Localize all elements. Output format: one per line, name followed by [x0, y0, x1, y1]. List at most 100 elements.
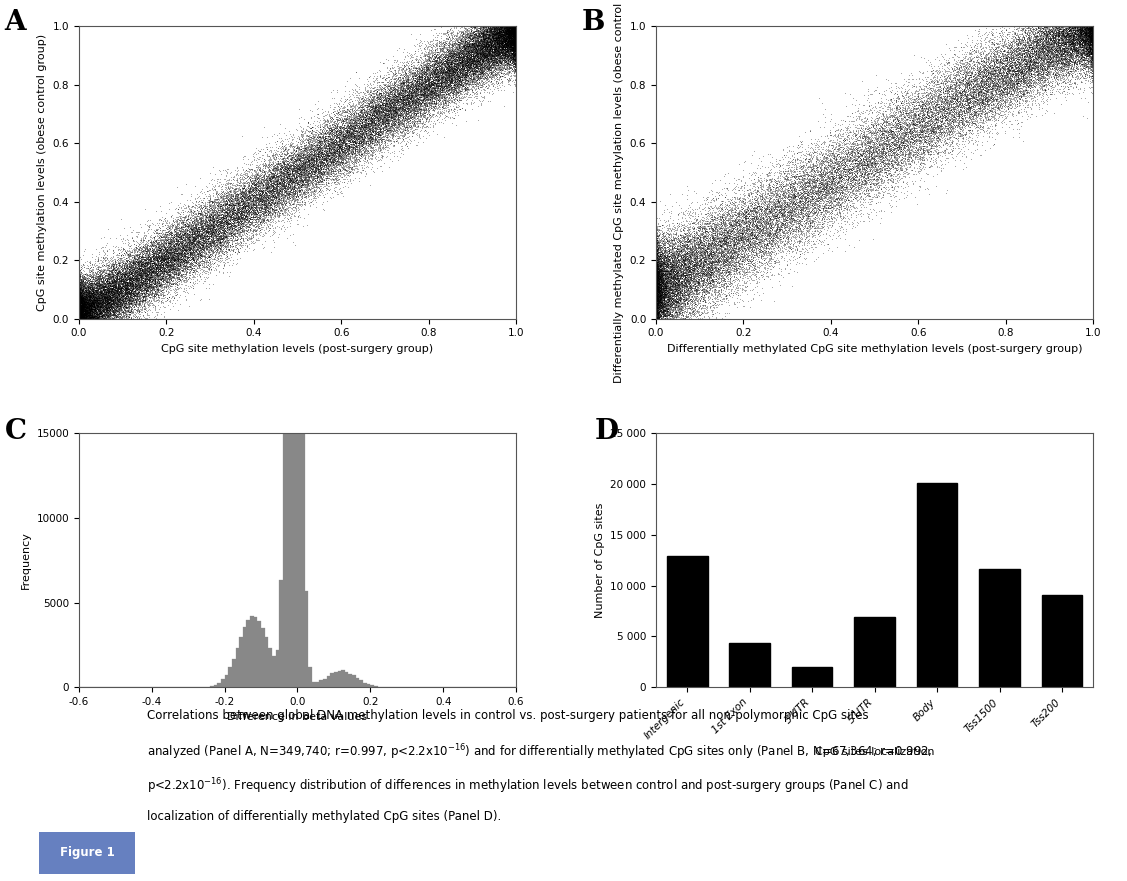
Point — [437, 61, 455, 75]
Point — [844, 240, 862, 254]
Point — [507, 30, 525, 44]
Point — [1072, 19, 1090, 33]
Point — [362, 132, 380, 146]
Point — [307, 180, 325, 194]
Point — [228, 232, 246, 246]
Point — [1072, 27, 1090, 41]
Point — [145, 251, 163, 265]
Point — [647, 289, 665, 303]
Point — [649, 306, 667, 320]
Point — [344, 115, 362, 130]
Point — [825, 150, 843, 164]
Point — [72, 312, 90, 326]
Point — [179, 248, 197, 262]
Point — [287, 161, 305, 175]
Point — [1044, 36, 1062, 50]
Point — [491, 19, 509, 33]
Point — [381, 98, 399, 112]
Point — [216, 211, 234, 226]
Point — [416, 121, 434, 135]
Point — [1080, 45, 1098, 59]
Point — [700, 260, 718, 274]
Point — [438, 74, 456, 88]
Point — [267, 197, 285, 211]
Point — [70, 293, 88, 307]
Point — [219, 222, 237, 236]
Point — [505, 19, 523, 33]
Point — [502, 38, 520, 52]
Point — [76, 296, 94, 310]
Point — [148, 223, 166, 237]
Point — [270, 126, 289, 140]
Point — [471, 48, 489, 62]
Point — [959, 92, 977, 106]
Point — [1070, 42, 1088, 56]
Point — [481, 39, 499, 53]
Point — [72, 312, 90, 326]
Point — [80, 310, 98, 324]
Point — [720, 198, 738, 212]
Point — [1084, 19, 1102, 33]
Point — [490, 19, 508, 33]
Point — [1077, 19, 1095, 33]
Point — [505, 34, 523, 48]
Point — [486, 31, 504, 45]
Point — [824, 138, 842, 152]
Point — [313, 164, 331, 178]
Point — [1003, 69, 1021, 83]
Point — [101, 312, 119, 326]
Point — [70, 312, 88, 326]
Point — [100, 276, 118, 290]
Point — [1080, 19, 1098, 33]
Point — [678, 245, 696, 259]
Point — [503, 25, 521, 39]
Point — [479, 41, 497, 55]
Point — [836, 208, 854, 222]
Point — [135, 254, 153, 268]
Point — [362, 125, 380, 139]
Point — [455, 48, 473, 62]
Point — [507, 19, 525, 33]
Point — [160, 263, 178, 277]
Point — [876, 174, 894, 188]
Point — [346, 131, 364, 145]
Point — [73, 312, 91, 326]
Point — [434, 63, 452, 78]
Point — [649, 305, 667, 319]
Point — [504, 29, 522, 43]
Point — [248, 175, 266, 189]
Point — [499, 25, 517, 39]
Point — [98, 251, 116, 265]
Point — [301, 181, 319, 196]
Point — [1032, 73, 1050, 87]
Point — [649, 292, 667, 307]
Point — [962, 82, 980, 96]
Point — [974, 95, 992, 109]
Point — [287, 177, 305, 191]
Point — [773, 152, 791, 166]
Point — [131, 241, 149, 255]
Point — [396, 97, 414, 111]
Point — [327, 173, 345, 187]
Point — [270, 166, 289, 180]
Point — [494, 49, 512, 63]
Point — [506, 19, 524, 33]
Point — [109, 292, 127, 306]
Point — [140, 251, 158, 265]
Point — [380, 89, 398, 103]
Point — [960, 70, 978, 85]
Point — [71, 308, 89, 322]
Point — [464, 52, 482, 66]
Point — [1081, 45, 1099, 59]
Point — [706, 226, 724, 240]
Point — [417, 92, 435, 106]
Point — [695, 248, 713, 263]
Point — [834, 189, 852, 204]
Point — [667, 275, 685, 289]
Point — [436, 49, 454, 63]
Point — [1075, 19, 1093, 33]
Point — [879, 148, 897, 162]
Point — [1028, 85, 1046, 100]
Point — [958, 78, 976, 92]
Point — [177, 219, 195, 233]
